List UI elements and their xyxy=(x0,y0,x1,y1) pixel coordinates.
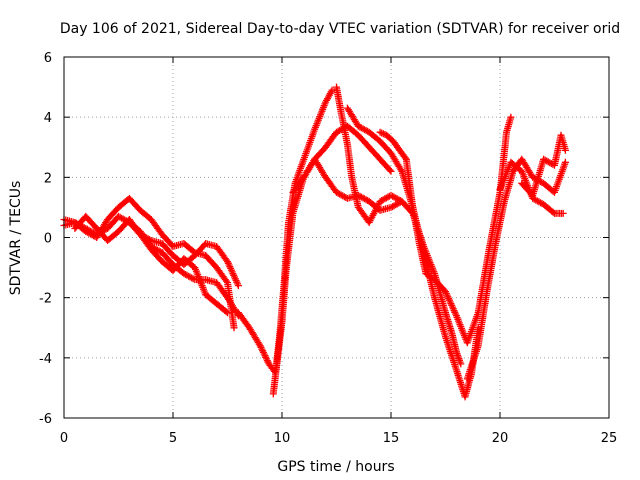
data-points-track-9 xyxy=(343,104,482,401)
axis-ticks xyxy=(63,56,610,419)
chart-title: Day 106 of 2021, Sidereal Day-to-day VTE… xyxy=(60,21,620,37)
x-axis-label: GPS time / hours xyxy=(277,459,394,475)
data-points-track-10 xyxy=(376,113,515,347)
series-track-8 xyxy=(333,83,465,368)
y-axis-label: SDTVAR / TECUs xyxy=(8,181,24,296)
grid xyxy=(64,57,609,418)
x-tick-label: 15 xyxy=(383,431,400,446)
data-points-track-11 xyxy=(463,155,569,383)
series-track-3 xyxy=(71,212,231,317)
data-points-track-8 xyxy=(333,83,465,368)
series-track-4 xyxy=(125,219,242,290)
data-points-track-3 xyxy=(71,212,231,317)
y-tick-label: -2 xyxy=(39,292,52,307)
y-tick-label: -6 xyxy=(39,412,52,427)
y-tick-label: 4 xyxy=(44,111,52,126)
x-tick-label: 20 xyxy=(492,431,509,446)
x-tick-label: 5 xyxy=(169,431,177,446)
x-tick-label: 25 xyxy=(601,431,618,446)
series-track-11 xyxy=(463,155,569,383)
data-points-track-5 xyxy=(234,86,336,377)
x-tick-labels: 0 5 10 15 20 25 xyxy=(60,431,617,446)
y-tick-label: 0 xyxy=(44,232,52,247)
x-tick-label: 10 xyxy=(274,431,291,446)
plot-area xyxy=(60,83,569,401)
series-track-13 xyxy=(518,131,569,199)
y-tick-label: -4 xyxy=(39,352,52,367)
series-track-10 xyxy=(376,113,515,347)
series-track-5 xyxy=(234,86,336,377)
y-tick-label: 6 xyxy=(44,51,52,66)
series-track-9 xyxy=(343,104,482,401)
data-points-track-4 xyxy=(125,219,242,290)
x-tick-label: 0 xyxy=(60,431,68,446)
y-tick-label: 2 xyxy=(44,171,52,186)
y-tick-labels: -6 -4 -2 0 2 4 6 xyxy=(39,51,52,427)
data-points-track-13 xyxy=(518,131,569,199)
